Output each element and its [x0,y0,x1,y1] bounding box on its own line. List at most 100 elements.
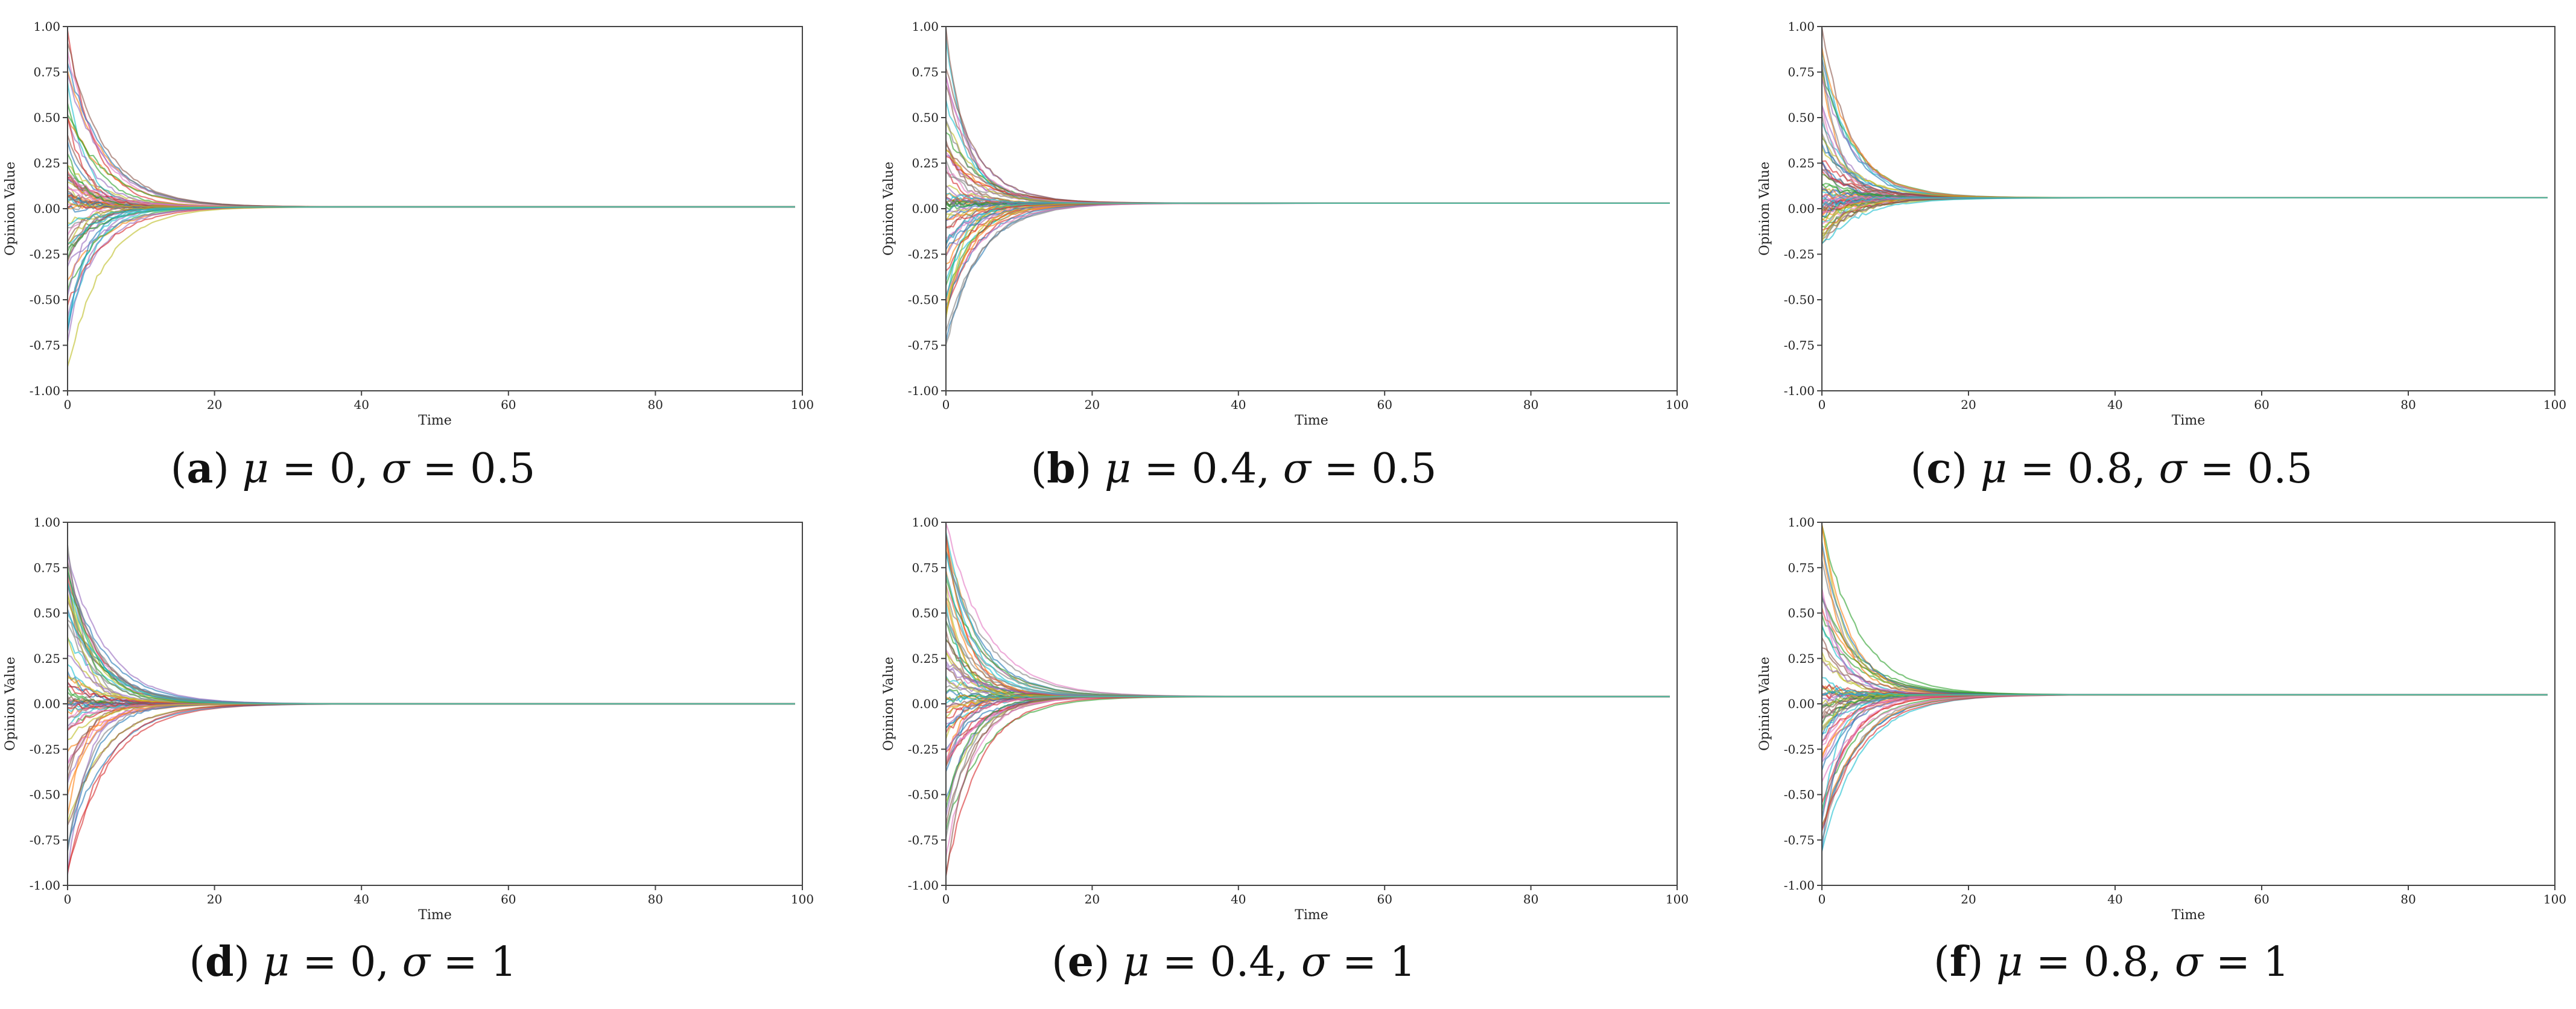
series-line [1821,197,2548,231]
y-tick-label: 0.75 [33,65,60,80]
y-tick-label: 0.00 [912,697,939,711]
series-line [945,192,1670,204]
series-line [945,695,1670,809]
series-line [1821,122,2548,198]
subplot-b: -1.00 -0.75 -0.50 -0.25 0.00 0.25 0.50 0.75 1.00… [881,19,1689,493]
x-tick-label: 0 [1818,397,1826,412]
series-line [945,28,1670,204]
series-line [66,206,795,332]
series-line [67,114,795,208]
series-line [945,202,1670,332]
series-line [945,121,1670,204]
y-tick-label: -0.50 [1784,788,1815,802]
series-line [1821,547,2548,696]
series-line [945,68,1670,204]
series-line [945,695,1670,764]
series-line [945,532,1670,698]
series-line [66,582,795,705]
x-tick-label: 20 [207,397,222,412]
series-line [67,703,795,741]
y-tick-label: -0.75 [908,833,939,847]
x-axis-label: Time [1295,413,1328,428]
x-tick-label: 60 [2254,397,2269,412]
y-tick-label: -0.25 [908,742,939,756]
series-line [945,551,1670,698]
series-line [945,695,1670,817]
x-tick-label: 80 [2400,892,2416,906]
y-tick-label: 0.25 [1788,651,1815,666]
series-line [945,695,1670,768]
series-line [945,202,1670,300]
x-tick-label: 80 [648,892,663,906]
series-line [67,206,795,227]
y-tick-label: -0.50 [908,293,939,307]
series-line [66,63,795,208]
x-tick-label: 20 [1961,397,1976,412]
series-line [66,703,795,815]
series-line [67,703,795,730]
y-tick-label: -0.50 [1784,293,1815,307]
y-axis-label: Opinion Value [1757,657,1772,751]
series-line [945,202,1670,311]
series-line [945,695,1670,772]
series-line [66,206,795,324]
subplot-d: -1.00 -0.75 -0.50 -0.25 0.00 0.25 0.50 0.75 1.00… [3,515,814,986]
y-axis-label: Opinion Value [881,657,896,751]
series-line [66,609,795,705]
x-tick-label: 20 [207,892,222,906]
series-line [1821,197,2548,244]
series-line [67,176,795,208]
series-line [66,703,795,851]
series-line [945,598,1670,698]
series-line [1821,594,2548,696]
series-line [66,103,795,208]
x-axis-label: Time [1295,908,1328,923]
series-line [1821,78,2548,198]
series-line [1821,694,2548,829]
series-line [945,156,1670,204]
series-line [66,703,795,873]
y-axis-label: Opinion Value [881,162,896,256]
series-line [1821,197,2548,225]
series-line [66,703,795,846]
series-line [1821,694,2548,831]
y-tick-label: 0.75 [33,560,60,575]
series-line [945,39,1670,204]
series-line [945,639,1670,698]
subplot-c: -1.00 -0.75 -0.50 -0.25 0.00 0.25 0.50 0.75 1.00… [1757,19,2566,493]
y-tick-label: 0.00 [912,201,939,216]
series-line [945,695,1670,763]
trajectories [66,545,795,875]
series-line [1821,694,2548,822]
series-line [1821,197,2548,207]
y-tick-label: -0.75 [1784,833,1815,847]
y-tick-label: -0.25 [30,247,60,262]
y-axis-label: Opinion Value [3,657,18,751]
series-line [945,202,1670,306]
x-tick-label: 0 [942,397,950,412]
series-line [945,543,1670,698]
series-line [945,150,1670,204]
series-line [1821,47,2548,198]
series-line [1821,197,2548,242]
series-line [66,583,795,705]
x-tick-label: 80 [2400,397,2416,412]
series-line [1821,197,2548,237]
series-line [1821,136,2548,198]
subplot-a: -1.00 -0.75 -0.50 -0.25 0.00 0.25 0.50 0.75 1.00… [3,19,814,493]
series-line [945,630,1670,698]
series-line [945,202,1670,286]
series-line [945,144,1670,204]
y-tick-label: -1.00 [908,384,939,398]
series-line [945,202,1670,345]
series-line [66,600,795,705]
series-line [66,545,795,705]
series-line [67,176,795,208]
y-tick-label: -0.75 [30,833,60,847]
series-line [945,100,1670,204]
series-line [67,613,795,705]
y-tick-label: 0.50 [1788,110,1815,125]
series-line [1821,694,2548,852]
series-line [945,131,1670,204]
x-tick-label: 100 [1666,397,1689,412]
